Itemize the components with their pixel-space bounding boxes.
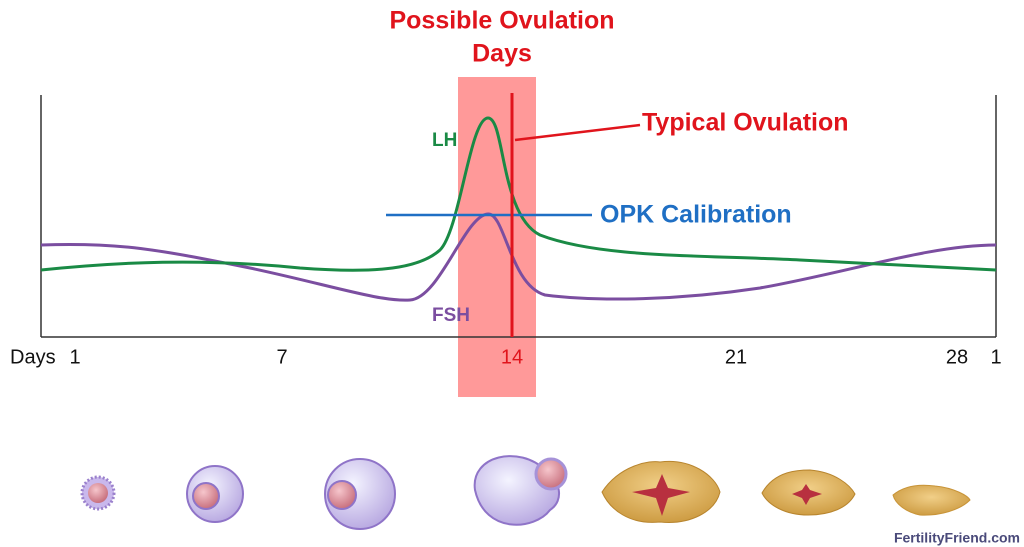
day-label: 7 — [276, 346, 287, 368]
day-label: 21 — [725, 346, 747, 368]
typical-pointer — [514, 123, 641, 142]
day-label: 28 — [946, 346, 968, 368]
lh-label: LH — [432, 130, 457, 151]
day-label: 1 — [990, 346, 1001, 368]
fsh-label: FSH — [432, 305, 470, 326]
day-label: 14 — [501, 346, 523, 368]
opk-label: OPK Calibration — [600, 201, 792, 229]
ovulation-window — [458, 77, 536, 397]
day-label: 1 — [69, 346, 80, 368]
typical-label: Typical Ovulation — [642, 109, 849, 137]
lh-curve — [40, 116, 997, 272]
axis-label: Days — [10, 346, 56, 368]
title-line: Days — [472, 40, 532, 68]
footer: FertilityFriend.com — [894, 530, 1020, 546]
title-line: Possible Ovulation — [389, 7, 614, 35]
follicle-stages — [80, 455, 971, 530]
